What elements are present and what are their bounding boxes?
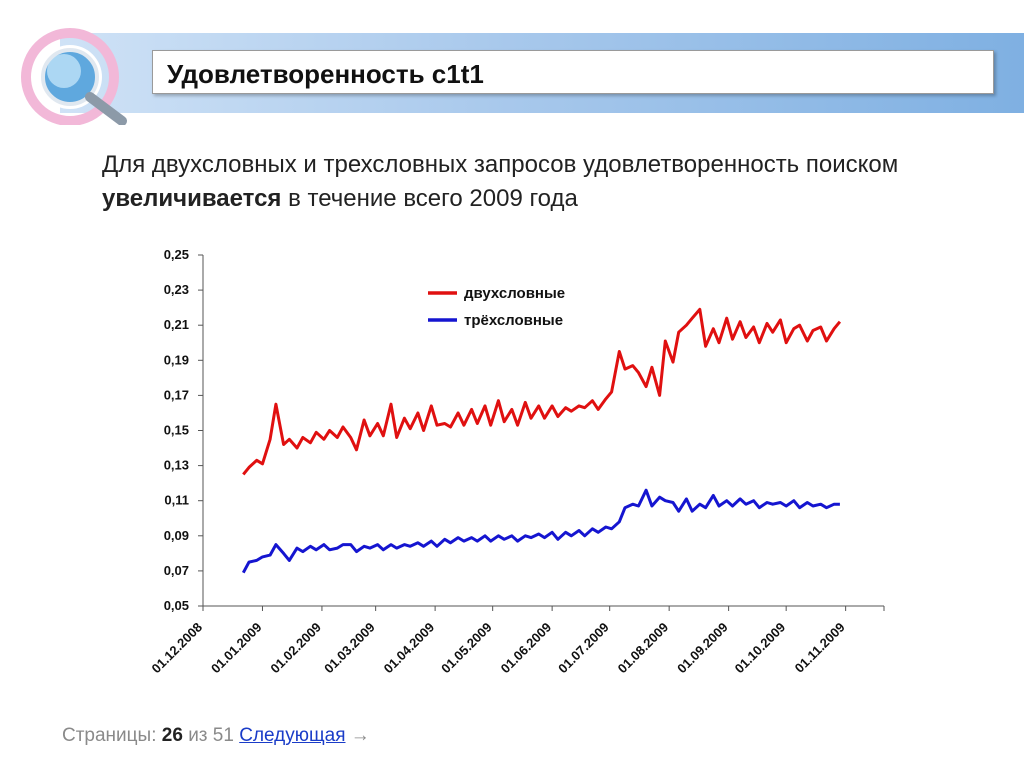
y-tick-label: 0,05 bbox=[164, 598, 189, 613]
slide-subtitle: Для двухсловных и трехсловных запросов у… bbox=[102, 148, 962, 216]
arrow-right-icon[interactable]: → bbox=[350, 725, 370, 746]
subtitle-emphasis: увеличивается bbox=[102, 185, 282, 212]
y-tick-label: 0,15 bbox=[164, 423, 189, 438]
y-tick-label: 0,11 bbox=[164, 493, 189, 508]
x-tick-label: 01.05.2009 bbox=[438, 620, 495, 677]
magnifier-globe-icon bbox=[21, 28, 127, 125]
x-tick-label: 01.08.2009 bbox=[615, 620, 672, 677]
slide-title: Удовлетворенность с1t1 bbox=[167, 59, 484, 89]
y-tick-label: 0,09 bbox=[164, 528, 189, 543]
x-tick-label: 01.01.2009 bbox=[208, 620, 265, 677]
x-tick-label: 01.12.2008 bbox=[148, 620, 205, 677]
y-tick-label: 0,25 bbox=[164, 247, 189, 262]
slide-title-box: Удовлетворенность с1t1 bbox=[152, 50, 994, 94]
x-tick-label: 01.02.2009 bbox=[267, 620, 324, 677]
y-tick-label: 0,23 bbox=[164, 282, 189, 297]
x-tick-label: 01.11.2009 bbox=[792, 620, 848, 676]
pagination: Страницы: 26 из 51 Следующая → bbox=[62, 725, 370, 747]
x-tick-label: 01.10.2009 bbox=[732, 620, 789, 677]
x-tick-label: 01.04.2009 bbox=[381, 620, 438, 677]
y-tick-label: 0,19 bbox=[164, 352, 189, 367]
current-page: 26 bbox=[161, 725, 183, 746]
x-tick-label: 01.07.2009 bbox=[555, 620, 612, 677]
series-line-two-word bbox=[242, 307, 842, 476]
x-tick-label: 01.09.2009 bbox=[674, 620, 731, 677]
x-tick-label: 01.03.2009 bbox=[321, 620, 378, 677]
subtitle-text-start: Для двухсловных и трехсловных запросов у… bbox=[102, 151, 899, 178]
series-line-three-word bbox=[241, 488, 840, 574]
pages-total: из 51 bbox=[188, 725, 234, 746]
next-page-link[interactable]: Следующая bbox=[239, 725, 346, 746]
y-tick-label: 0,21 bbox=[164, 317, 189, 332]
y-tick-label: 0,07 bbox=[164, 563, 189, 578]
y-tick-label: 0,13 bbox=[164, 458, 189, 473]
legend-label-three-word: трёхсловные bbox=[464, 312, 563, 329]
subtitle-text-end: в течение всего 2009 года bbox=[281, 185, 578, 212]
y-tick-label: 0,17 bbox=[164, 387, 189, 402]
x-tick-label: 01.06.2009 bbox=[498, 620, 555, 677]
legend-label-two-word: двухсловные bbox=[464, 285, 565, 302]
pages-label: Страницы: bbox=[62, 725, 157, 746]
